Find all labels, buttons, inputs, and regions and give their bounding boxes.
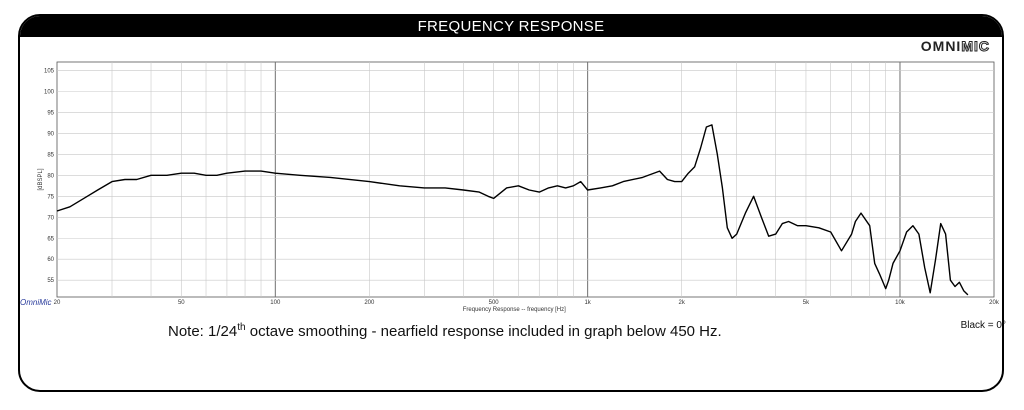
- chart-title: FREQUENCY RESPONSE: [20, 16, 1002, 37]
- x-axis-label: Frequency Response -- frequency [Hz]: [463, 307, 566, 313]
- y-tick-label: 65: [47, 236, 54, 242]
- y-tick-label: 100: [44, 89, 55, 95]
- x-tick-label: 100: [270, 300, 281, 306]
- note-suffix: octave smoothing - nearfield response in…: [245, 323, 722, 340]
- chart-frame: FREQUENCY RESPONSE OMNIMIC: [18, 14, 1004, 392]
- x-tick-label: 10k: [895, 300, 906, 306]
- x-tick-label: 200: [364, 300, 375, 306]
- y-axis-label: [dBSPL]: [38, 168, 44, 190]
- y-tick-label: 105: [44, 68, 55, 74]
- x-tick-label: 500: [489, 300, 500, 306]
- y-tick-label: 90: [47, 131, 54, 137]
- omnimic-watermark: OmniMic: [20, 298, 52, 307]
- y-tick-label: 80: [47, 173, 54, 179]
- y-tick-label: 55: [47, 278, 54, 284]
- x-tick-label: 1k: [584, 300, 591, 306]
- x-tick-label: 20k: [989, 300, 1000, 306]
- x-tick-label: 2k: [678, 300, 685, 306]
- x-tick-label: 5k: [803, 300, 810, 306]
- note-superscript: th: [237, 322, 246, 333]
- y-tick-label: 75: [47, 194, 54, 200]
- x-tick-label: 20: [54, 300, 61, 306]
- legend-black-label: Black = 0°: [960, 320, 1006, 331]
- logo-outline-text: MIC: [961, 38, 990, 55]
- note-prefix: Note: 1/24: [168, 323, 238, 340]
- y-tick-label: 70: [47, 215, 54, 221]
- plot-area: [56, 61, 995, 298]
- response-curve: [56, 124, 969, 296]
- x-tick-label: 50: [178, 300, 185, 306]
- logo-main-text: OMNI: [920, 38, 962, 54]
- y-tick-label: 95: [47, 110, 54, 116]
- omnimic-logo: OMNIMIC: [920, 38, 990, 55]
- y-tick-label: 60: [47, 257, 54, 263]
- y-tick-label: 85: [47, 152, 54, 158]
- smoothing-note: Note: 1/24th octave smoothing - nearfiel…: [168, 322, 722, 340]
